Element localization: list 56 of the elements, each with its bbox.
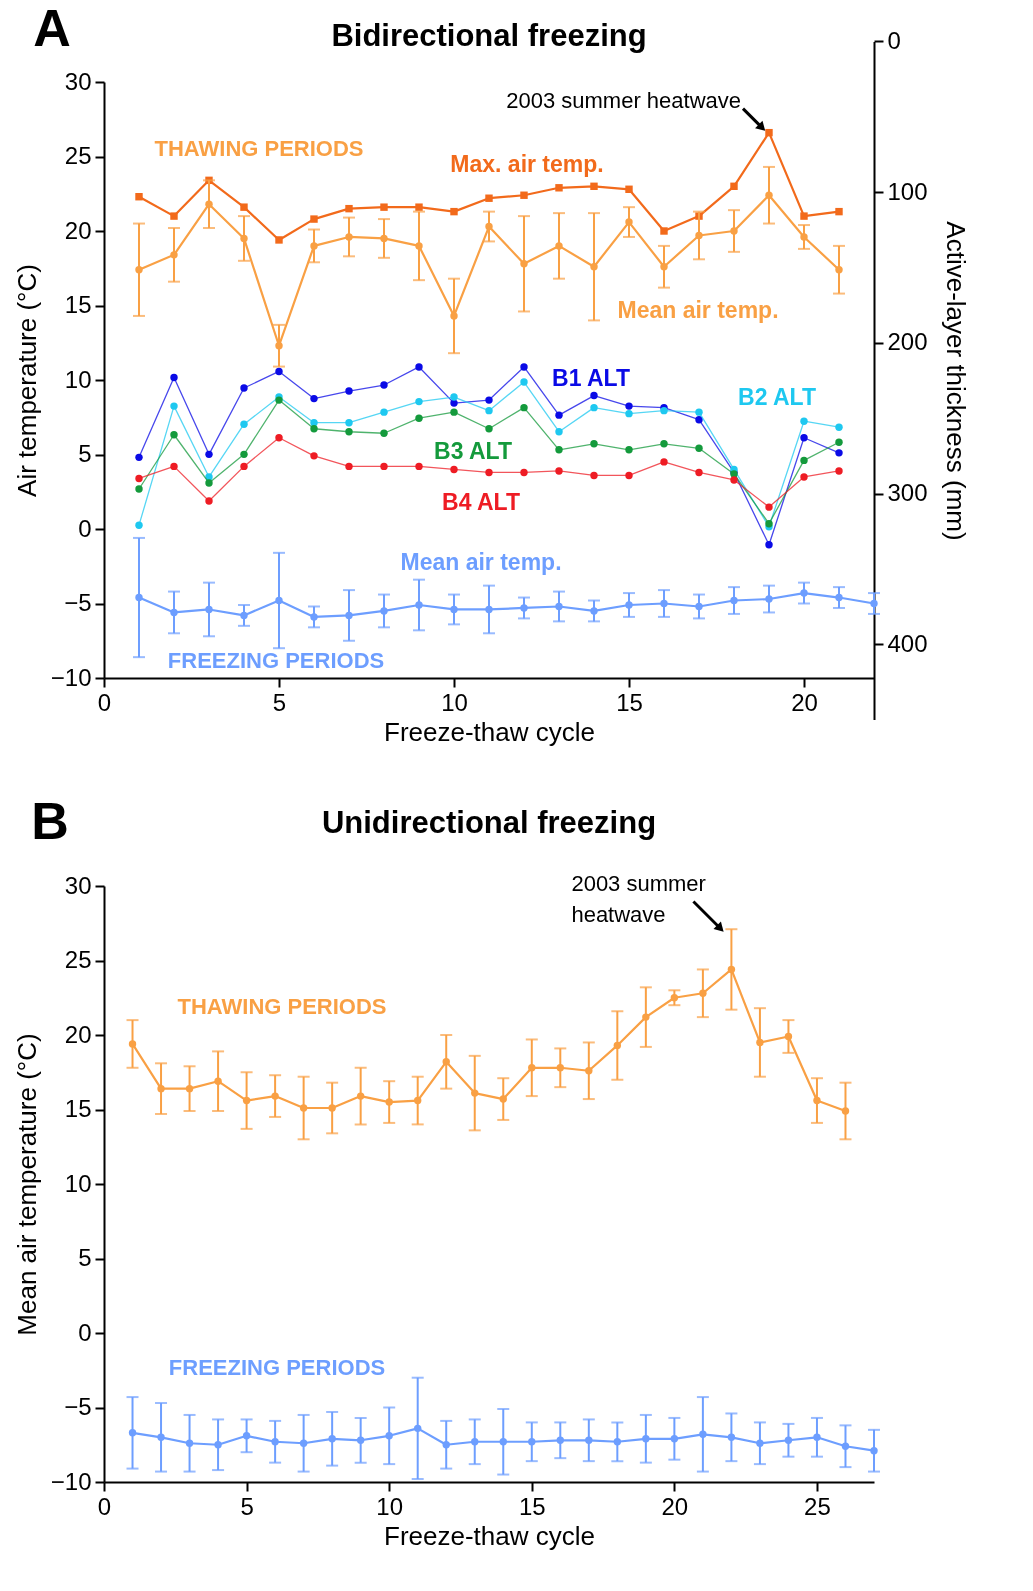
y-tick-label: −10 (50, 1467, 92, 1495)
y2-tick-label: 200 (887, 328, 928, 356)
x-tick-label: 10 (376, 1492, 404, 1520)
x-tick-label: 15 (518, 1492, 546, 1520)
y-axis-title: Air temperature (°C) (11, 264, 42, 497)
x-tick-label: 0 (97, 1492, 112, 1520)
x-tick-label: 25 (804, 1492, 831, 1520)
y-tick-label: 10 (64, 1169, 92, 1197)
y-tick-label: −5 (64, 589, 92, 616)
chart-title: Unidirectional freezing (321, 805, 657, 840)
x-tick-label: 20 (791, 688, 818, 716)
y-tick-label: −10 (50, 663, 92, 691)
y-tick-label: 25 (64, 142, 92, 169)
series-label: Mean air temp. (617, 297, 779, 323)
series-label: B1 ALT (552, 365, 630, 391)
series-label: Mean air temp. (400, 549, 562, 575)
y-tick-label: 15 (64, 291, 92, 318)
y-tick-label: −5 (64, 1393, 92, 1420)
x-tick-label: 5 (240, 1492, 254, 1520)
text: A (33, 0, 71, 57)
y-axis-title: Mean air temperature (°C) (11, 1033, 42, 1336)
x-tick-label: 5 (272, 688, 287, 716)
y2-tick-label: 400 (887, 629, 928, 657)
chart-title: Bidirectional freezing (331, 18, 647, 53)
y-tick-label: 15 (64, 1095, 92, 1122)
series-label: B4 ALT (442, 489, 520, 515)
y-tick-label: 20 (64, 216, 92, 244)
series-label: B3 ALT (434, 438, 512, 464)
y2-axis-title: Active-layer thickness (mm) (940, 221, 971, 541)
annotation: FREEZING PERIODS (167, 648, 385, 673)
annotation: 2003 summer heatwave (571, 871, 706, 928)
x-axis-title: Freeze-thaw cycle (384, 716, 595, 747)
text: B (31, 792, 69, 850)
x-tick-label: 20 (661, 1492, 689, 1520)
annotation: THAWING PERIODS (154, 136, 364, 161)
x-axis-title: Freeze-thaw cycle (384, 1520, 595, 1551)
y-tick-label: 30 (64, 871, 92, 899)
annotation: FREEZING PERIODS (168, 1355, 386, 1380)
annotation: 2003 summer heatwave (506, 87, 741, 113)
y2-tick-label: 100 (887, 177, 928, 205)
x-tick-label: 15 (616, 688, 643, 716)
y2-tick-label: 300 (887, 479, 928, 507)
y-tick-label: 10 (64, 365, 92, 393)
x-tick-label: 10 (441, 688, 468, 716)
series-label: B2 ALT (738, 384, 816, 410)
y-tick-label: 30 (64, 67, 92, 95)
y-tick-label: 5 (78, 1244, 92, 1271)
y2-tick-label: 0 (887, 26, 901, 54)
y-tick-label: 25 (64, 946, 92, 973)
series-label: Max. air temp. (450, 151, 604, 177)
x-tick-label: 0 (97, 688, 112, 716)
y-tick-label: 20 (64, 1020, 92, 1048)
annotation: THAWING PERIODS (177, 994, 387, 1019)
y-tick-label: 0 (78, 1318, 92, 1346)
y-tick-label: 5 (78, 440, 92, 467)
y-tick-label: 0 (78, 514, 92, 542)
